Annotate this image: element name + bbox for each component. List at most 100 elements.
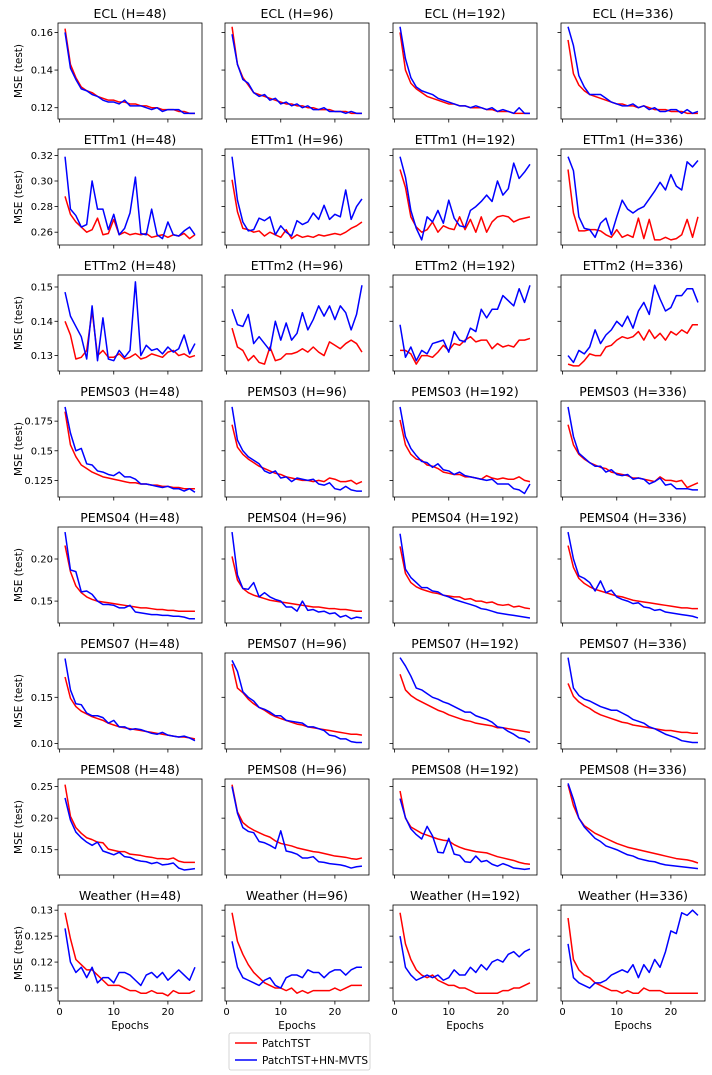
series-line <box>399 32 530 115</box>
y-tick-label: 0.125 <box>24 932 53 943</box>
series-line <box>567 545 698 610</box>
series-line <box>231 424 363 485</box>
x-axis-label: Epochs <box>446 1020 484 1032</box>
subplot-title: PEMS03 (H=96) <box>247 384 347 399</box>
series-line <box>231 285 363 352</box>
x-tick-label: 0 <box>56 1007 62 1018</box>
axes-frame <box>392 400 538 498</box>
series-line <box>231 556 362 612</box>
subplot-title: ETTm2 (H=96) <box>251 258 344 273</box>
series-line <box>567 284 699 364</box>
subplot-title: Weather (H=48) <box>79 888 181 903</box>
series-line <box>64 784 195 864</box>
axes-frame <box>57 904 203 1002</box>
subplot-23: PEMS07 (H=336) <box>557 636 706 753</box>
legend: PatchTST PatchTST+HN-MVTS <box>228 1032 371 1071</box>
subplot-title: PEMS08 (H=336) <box>579 762 687 777</box>
y-axis-label: MSE (test) <box>13 926 25 980</box>
y-tick-label: 0.12 <box>31 958 53 969</box>
series-line <box>399 156 531 241</box>
axes-frame <box>392 148 538 246</box>
series-line <box>64 912 196 997</box>
subplot-title: ETTm1 (H=96) <box>251 132 344 147</box>
axes-frame <box>224 526 370 624</box>
y-tick-label: 0.26 <box>31 228 53 239</box>
axes-frame <box>560 274 706 372</box>
series-line <box>399 798 531 871</box>
series-line <box>231 531 363 620</box>
subplot-title: ECL (H=48) <box>93 6 166 21</box>
series-line <box>231 786 363 869</box>
subplot-title: Weather (H=96) <box>246 888 348 903</box>
series-line <box>231 784 363 860</box>
subplot-title: Weather (H=192) <box>410 888 520 903</box>
axes-frame <box>224 22 370 120</box>
series-line <box>399 912 531 994</box>
series-line <box>64 281 196 362</box>
subplot-10: ETTm2 (H=192) <box>389 258 538 375</box>
series-line <box>567 657 698 744</box>
series-line <box>567 683 698 735</box>
series-line <box>64 196 196 240</box>
legend-box <box>228 1032 371 1071</box>
subplot-30: Weather (H=192) 0 10 20 Epochs <box>389 888 538 1032</box>
series-line <box>399 169 531 233</box>
y-axis-label: MSE (test) <box>13 800 25 854</box>
x-axis-label: Epochs <box>111 1020 149 1032</box>
series-line <box>231 179 363 240</box>
y-tick-label: 0.15 <box>31 597 53 608</box>
subplot-0: ECL (H=48) 0.12 0.14 0.16 MSE (test) <box>13 6 203 123</box>
axes-frame <box>57 148 203 246</box>
axes-frame <box>57 400 203 498</box>
series-line <box>567 406 698 491</box>
x-tick-label: 0 <box>391 1007 397 1018</box>
axes-frame <box>224 148 370 246</box>
subplot-title: PEMS03 (H=48) <box>80 384 180 399</box>
series-line <box>399 657 531 744</box>
subplot-title: PEMS03 (H=192) <box>411 384 519 399</box>
axes-frame <box>560 400 706 498</box>
subplot-title: PEMS08 (H=96) <box>247 762 347 777</box>
series-line <box>567 26 699 115</box>
x-tick-label: 20 <box>497 1007 510 1018</box>
x-tick-label: 10 <box>610 1007 623 1018</box>
y-tick-label: 0.20 <box>31 814 53 825</box>
y-axis-label: MSE (test) <box>13 674 25 728</box>
axes-frame <box>392 526 538 624</box>
series-line <box>64 658 196 742</box>
subplot-2: ECL (H=192) <box>389 6 538 123</box>
series-line <box>567 783 699 870</box>
axes-frame <box>560 904 706 1002</box>
subplot-5: ETTm1 (H=96) <box>221 132 370 249</box>
subplot-title: PEMS08 (H=48) <box>80 762 180 777</box>
axes-frame <box>560 22 706 120</box>
subplot-26: PEMS08 (H=192) <box>389 762 538 879</box>
series-line <box>567 917 698 994</box>
subplot-17: PEMS04 (H=96) <box>221 510 370 627</box>
subplot-21: PEMS07 (H=96) <box>221 636 370 753</box>
series-line <box>399 406 531 495</box>
subplot-27: PEMS08 (H=336) <box>557 762 706 879</box>
y-tick-label: 0.13 <box>31 351 53 362</box>
subplot-14: PEMS03 (H=192) <box>389 384 538 501</box>
y-tick-label: 0.125 <box>24 476 53 487</box>
series-line <box>231 156 363 237</box>
subplot-title: PEMS07 (H=96) <box>247 636 347 651</box>
subplot-29: Weather (H=96) 0 10 20 Epochs <box>221 888 370 1032</box>
series-line <box>399 546 531 610</box>
y-axis-label: MSE (test) <box>13 296 25 350</box>
series-line <box>64 32 195 115</box>
subplot-title: ETTm1 (H=192) <box>415 132 516 147</box>
subplot-1: ECL (H=96) <box>221 6 370 123</box>
subplot-title: PEMS07 (H=48) <box>80 636 180 651</box>
y-tick-label: 0.16 <box>31 28 53 39</box>
subplot-20: PEMS07 (H=48) 0.10 0.15 MSE (test) <box>13 636 203 753</box>
axes-frame <box>57 22 203 120</box>
series-line <box>231 912 362 994</box>
legend-label: PatchTST+HN-MVTS <box>262 1055 368 1067</box>
series-line <box>64 411 195 490</box>
y-tick-label: 0.115 <box>24 984 53 995</box>
series-line <box>64 156 196 240</box>
subplot-25: PEMS08 (H=96) <box>221 762 370 879</box>
